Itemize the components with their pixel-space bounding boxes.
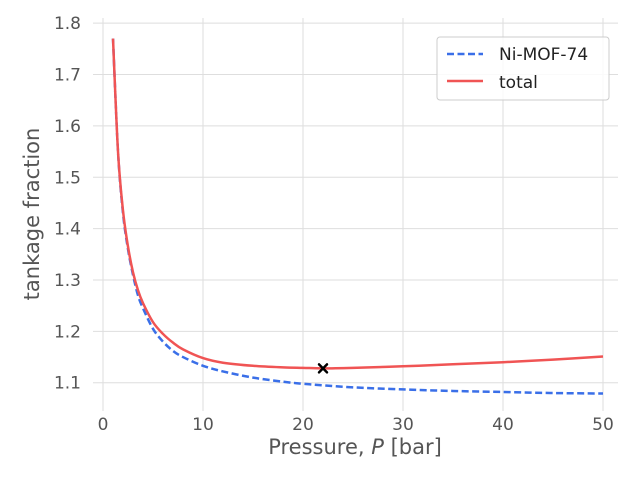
x-tick-label: 40: [492, 415, 514, 435]
y-tick-label: 1.7: [54, 66, 81, 86]
y-tick-label: 1.3: [54, 271, 81, 291]
series-line-total: [111, 38, 604, 370]
legend: Ni-MOF-74 total: [436, 36, 610, 101]
y-tick-label: 1.2: [54, 322, 81, 342]
y-tick-label: 1.5: [54, 168, 81, 188]
optimum-marker: [317, 363, 329, 374]
marker-stroke: [317, 363, 329, 374]
x-tick-label: 30: [392, 415, 414, 435]
legend-label-ni-mof-74: Ni-MOF-74: [499, 45, 588, 65]
plot-series: [111, 38, 604, 395]
legend-label-total: total: [499, 73, 538, 93]
y-tick-label: 1.1: [54, 374, 81, 394]
y-tick-label: 1.8: [54, 14, 81, 34]
x-tick-label: 20: [292, 415, 314, 435]
x-tick-label: 50: [592, 415, 614, 435]
y-axis-label: tankage fraction: [20, 128, 44, 301]
x-tick-label: 10: [192, 415, 214, 435]
x-tick-label: 0: [98, 415, 109, 435]
marker-layer: [317, 363, 329, 374]
x-tick-labels: 0 10 20 30 40 50: [98, 415, 614, 435]
y-tick-labels: 1.1 1.2 1.3 1.4 1.5 1.6 1.7 1.8: [54, 14, 81, 394]
y-tick-label: 1.4: [54, 220, 81, 240]
y-tick-label: 1.6: [54, 117, 81, 137]
x-axis-label: Pressure, P [bar]: [268, 435, 442, 459]
